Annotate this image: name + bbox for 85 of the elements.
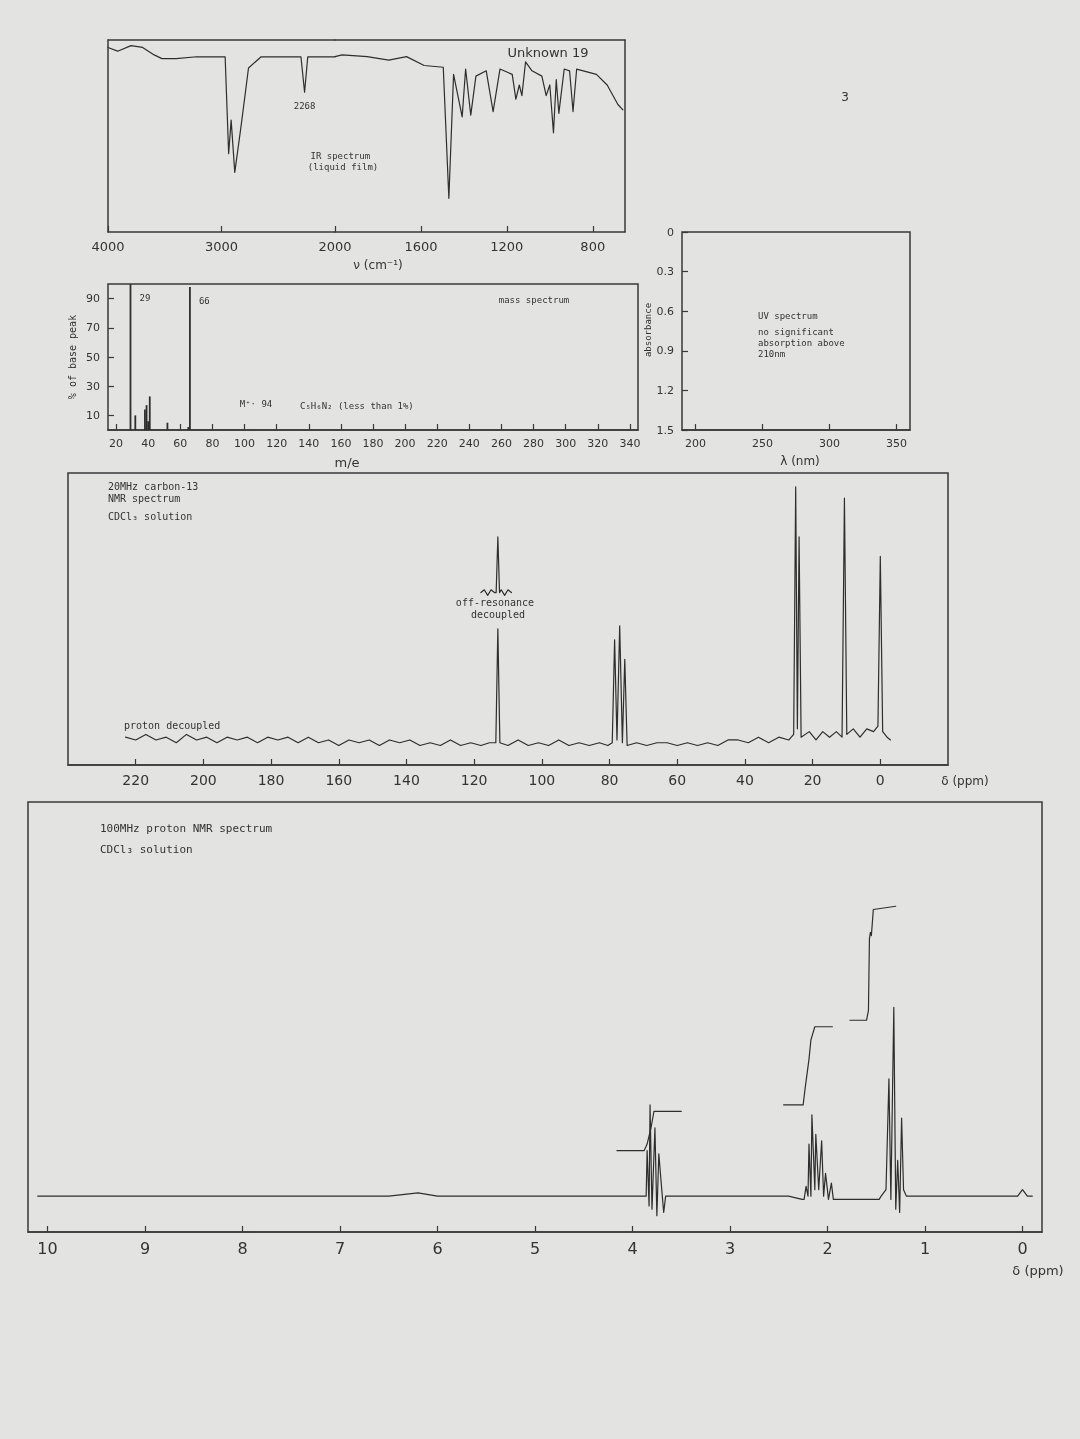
annotation: 2268 (293, 100, 316, 111)
x-tick-label: 350 (886, 437, 908, 450)
x-tick-label: 9 (139, 1238, 151, 1258)
x-axis-title: λ (nm) (780, 454, 820, 468)
y-tick-label: 1.5 (656, 423, 674, 437)
y-axis-title: absorbance (643, 302, 653, 358)
x-tick-label: 4 (627, 1238, 638, 1258)
x-tick-label: 4000 (91, 239, 125, 254)
annotation: mass spectrum (498, 295, 570, 305)
x-tick-label: 280 (523, 437, 545, 450)
x-axis-title: m/e (334, 454, 360, 470)
x-tick-label: 120 (266, 437, 288, 450)
y-tick-label: 50 (86, 350, 100, 364)
annotation: M⁺· 94 (239, 399, 273, 409)
x-tick-label: 180 (362, 437, 384, 450)
x-tick-label: 3 (724, 1238, 736, 1258)
y-tick-label: 0 (667, 225, 674, 239)
annotation: no significant absorption above 210nm (758, 326, 851, 359)
x-tick-label: 1600 (404, 239, 438, 254)
x-tick-label: 2 (822, 1238, 833, 1258)
chart-subtitle: CDCl₃ solution (100, 843, 193, 856)
x-tick-label: 20 (803, 772, 822, 788)
x-axis-title: δ (ppm) (941, 774, 989, 788)
x-tick-label: 800 (580, 239, 606, 254)
y-tick-label: 0.6 (656, 304, 674, 318)
x-tick-label: 40 (736, 772, 754, 788)
y-tick-label: 90 (86, 292, 100, 306)
annotation: C₅H₆N₂ (less than 1%) (300, 401, 414, 411)
x-tick-label: 10 (37, 1238, 58, 1258)
x-tick-label: 60 (668, 772, 687, 788)
x-tick-label: 1200 (490, 239, 524, 254)
x-tick-label: 40 (141, 437, 156, 450)
x-tick-label: 80 (600, 772, 619, 788)
x-tick-label: 3000 (204, 239, 239, 254)
annotation: off-resonance decoupled (455, 596, 541, 620)
annotation: IR spectrum (liquid film) (307, 150, 379, 172)
x-tick-label: 0 (1017, 1238, 1028, 1258)
y-tick-label: 30 (86, 379, 100, 393)
text: 3 (841, 90, 849, 104)
x-tick-label: 5 (529, 1238, 541, 1258)
x-axis-title: ν (cm⁻¹) (353, 258, 403, 272)
annotation: 66 (198, 295, 210, 306)
x-tick-label: 60 (173, 437, 188, 450)
x-tick-label: 2000 (318, 239, 352, 254)
x-tick-label: 220 (426, 437, 448, 450)
x-tick-label: 260 (490, 437, 512, 450)
x-tick-label: 100 (528, 772, 556, 788)
x-tick-label: 8 (237, 1238, 248, 1258)
x-tick-label: 200 (190, 772, 217, 788)
x-tick-label: 320 (587, 437, 609, 450)
annotation: UV spectrum (758, 310, 818, 321)
x-tick-label: 7 (334, 1238, 346, 1258)
x-tick-label: 6 (432, 1238, 443, 1258)
chart-title: Unknown 19 (507, 44, 589, 60)
y-tick-label: 0.9 (656, 344, 674, 358)
x-tick-label: 160 (330, 437, 352, 450)
text: CDCl₃ solution (108, 510, 193, 522)
x-tick-label: 300 (819, 437, 841, 450)
x-tick-label: 0 (875, 772, 885, 788)
annotation: proton decoupled (124, 719, 221, 731)
x-tick-label: 160 (325, 772, 353, 788)
chart-title: 20MHz carbon-13 NMR spectrum (108, 480, 205, 504)
x-tick-label: 220 (122, 772, 150, 788)
x-tick-label: 140 (298, 437, 320, 450)
x-tick-label: 140 (393, 772, 420, 788)
chart-title: 100MHz proton NMR spectrum (100, 822, 273, 835)
x-tick-label: 100 (234, 437, 256, 450)
x-tick-label: 180 (257, 772, 285, 788)
x-tick-label: 240 (458, 437, 480, 450)
y-tick-label: 1.2 (656, 383, 674, 397)
x-tick-label: 80 (205, 437, 220, 450)
x-tick-label: 340 (619, 437, 641, 450)
x-tick-label: 20 (109, 437, 124, 450)
x-axis-title: δ (ppm) (1012, 1262, 1064, 1278)
x-tick-label: 200 (684, 437, 706, 450)
y-tick-label: 0.3 (656, 265, 674, 279)
y-tick-label: 70 (86, 321, 100, 335)
y-axis-title: % of base peak (66, 314, 78, 400)
x-tick-label: 300 (555, 437, 577, 450)
y-tick-label: 10 (86, 408, 100, 422)
x-tick-label: 250 (751, 437, 773, 450)
x-tick-label: 1 (919, 1238, 931, 1258)
x-tick-label: 200 (394, 437, 416, 450)
annotation: 29 (139, 293, 151, 303)
x-tick-label: 120 (460, 772, 488, 788)
